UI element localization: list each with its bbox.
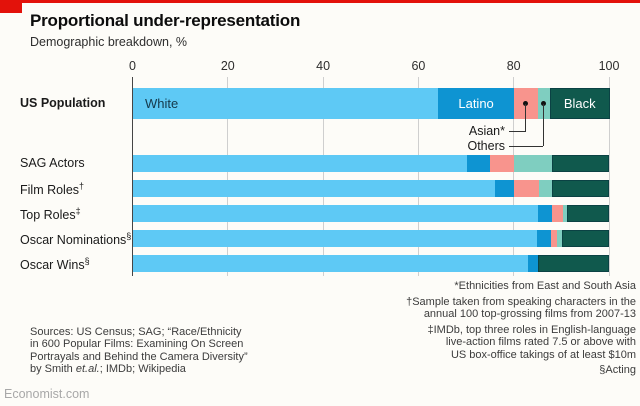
bar-segment-others bbox=[538, 180, 553, 197]
bar-segment-black bbox=[552, 180, 610, 197]
row-label: US Population bbox=[20, 95, 106, 110]
bar-segment-black bbox=[566, 205, 610, 222]
sources-note: Sources: US Census; SAG; “Race/Ethnicity… bbox=[30, 326, 248, 376]
segment-label: White bbox=[145, 96, 179, 111]
axis-tick-label: 80 bbox=[506, 59, 521, 73]
footnote: §Acting bbox=[599, 364, 636, 376]
bar-segment-latino: Latino bbox=[437, 88, 515, 119]
bar-segment-latino bbox=[466, 155, 491, 172]
axis-tick-label: 20 bbox=[220, 59, 235, 73]
economist-watermark: Economist.com bbox=[4, 387, 90, 401]
callout-line bbox=[509, 130, 526, 132]
bar-segment-white bbox=[133, 255, 529, 272]
segment-label: Black bbox=[563, 96, 596, 111]
chart-subtitle: Demographic breakdown, % bbox=[30, 35, 188, 49]
bar-segment-black bbox=[552, 155, 610, 172]
brand-red-tab bbox=[0, 0, 22, 13]
footnote-marker: ‡ bbox=[75, 205, 81, 216]
bar-segment-black bbox=[538, 255, 610, 272]
gridline bbox=[227, 77, 229, 276]
gridline bbox=[608, 77, 610, 276]
callout-line bbox=[525, 103, 527, 131]
bar-segment-white bbox=[133, 180, 496, 197]
footnote: *Ethnicities from East and South Asia bbox=[454, 280, 636, 292]
axis-tick-label: 40 bbox=[316, 59, 331, 73]
footnote: ‡IMDb, top three roles in English-langua… bbox=[427, 323, 636, 361]
row-label: Top Roles‡ bbox=[20, 205, 81, 222]
callout-label: Asian* bbox=[468, 123, 505, 138]
gridline bbox=[132, 77, 133, 276]
bar-segment-asian bbox=[552, 205, 563, 222]
page-title: Proportional under-representation bbox=[30, 11, 301, 30]
row-label: SAG Actors bbox=[20, 155, 85, 170]
footnote-marker: § bbox=[84, 255, 90, 266]
bar-segment-latino bbox=[537, 230, 552, 247]
gridline bbox=[417, 77, 419, 276]
axis-tick-label: 60 bbox=[411, 59, 426, 73]
footnotes: *Ethnicities from East and South Asia †Sa… bbox=[406, 280, 636, 380]
bar-segment-latino bbox=[528, 255, 538, 272]
callout-line bbox=[509, 145, 544, 147]
row-label: Oscar Wins§ bbox=[20, 255, 90, 272]
row-label: Film Roles† bbox=[20, 180, 85, 197]
bar-segment-black bbox=[561, 230, 610, 247]
bar-segment-white: White bbox=[133, 88, 438, 119]
bar-segment-asian bbox=[490, 155, 515, 172]
bar-segment-latino bbox=[538, 205, 553, 222]
bar-segment-white bbox=[133, 205, 539, 222]
bar-segment-others bbox=[557, 230, 562, 247]
bar-segment-others bbox=[514, 155, 553, 172]
footnote-marker: † bbox=[79, 180, 85, 191]
callout-label: Others bbox=[467, 138, 505, 153]
axis-tick-label: 100 bbox=[598, 59, 620, 73]
axis-tick-label: 0 bbox=[129, 59, 136, 73]
gridline bbox=[513, 77, 515, 276]
bar-segment-asian bbox=[514, 180, 539, 197]
gridline bbox=[322, 77, 324, 276]
bar-segment-black: Black bbox=[549, 88, 610, 119]
italic-citation: et.al. bbox=[75, 363, 100, 376]
bar-segment-others bbox=[562, 205, 567, 222]
bar-segment-latino bbox=[495, 180, 515, 197]
footnote: †Sample taken from speaking characters i… bbox=[406, 295, 636, 321]
callout-line bbox=[542, 103, 544, 146]
segment-label: Latino bbox=[458, 96, 494, 111]
bar-segment-asian bbox=[551, 230, 558, 247]
brand-red-line bbox=[0, 0, 640, 3]
bar-segment-white bbox=[133, 230, 538, 247]
bar-segment-white bbox=[133, 155, 467, 172]
footnote-marker: § bbox=[126, 230, 132, 241]
row-label: Oscar Nominations§ bbox=[20, 230, 132, 247]
